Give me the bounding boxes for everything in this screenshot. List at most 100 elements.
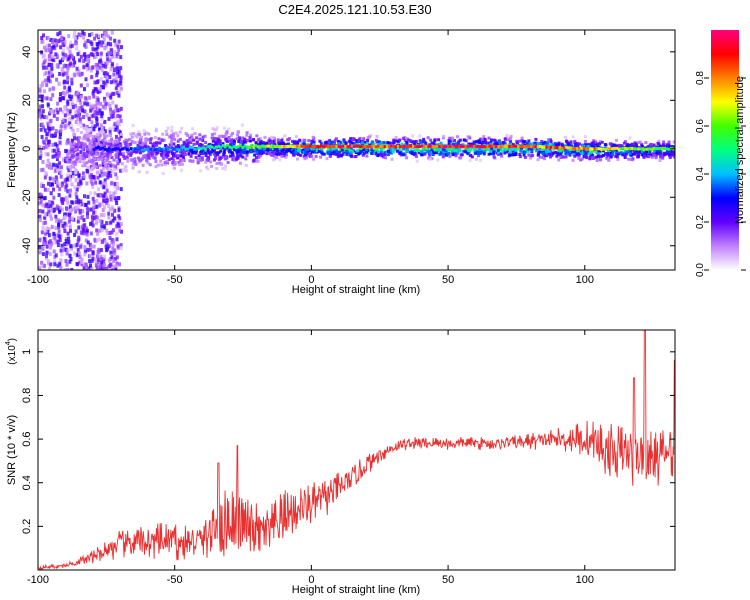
spectrogram-cell xyxy=(479,158,483,162)
spectrogram-cell xyxy=(95,228,99,233)
spectrogram-cell xyxy=(176,134,180,138)
spectrogram-cell xyxy=(657,139,661,143)
spectrogram-cell xyxy=(106,72,110,77)
spectrogram-cell xyxy=(85,102,89,107)
spectrogram-cell xyxy=(275,155,279,159)
spectrogram-cell xyxy=(93,124,97,129)
spectrogram-cell xyxy=(91,65,94,70)
spectrogram-cell xyxy=(54,225,58,230)
spectrogram-cell xyxy=(509,150,513,154)
spectrogram-cell xyxy=(98,108,102,113)
spectrogram-ridge-cell xyxy=(276,145,279,148)
spectrogram-cell xyxy=(147,132,151,136)
snr-background xyxy=(38,330,675,570)
spectrogram-cell xyxy=(69,106,73,111)
spectrogram-cell xyxy=(258,141,262,145)
spectrogram-cell xyxy=(99,55,103,60)
spectrogram-cell xyxy=(115,176,119,180)
spectrogram-cell xyxy=(249,133,253,137)
spectrogram-cell xyxy=(412,141,416,145)
spectrogram-cell xyxy=(109,36,113,41)
spectrogram-cell xyxy=(45,65,49,70)
spectrogram-cell xyxy=(120,45,123,50)
spectrogram-cell xyxy=(92,166,96,170)
spectrogram-cell xyxy=(57,222,61,227)
spectrogram-cell xyxy=(195,136,199,140)
spectrogram-cell xyxy=(667,145,671,148)
spectrogram-cell xyxy=(543,143,547,147)
spectrogram-cell xyxy=(98,65,102,70)
spectrogram-cell xyxy=(287,149,291,153)
spectrogram-cell xyxy=(72,175,75,179)
spectrogram-ridge-cell xyxy=(248,145,251,149)
spectrogram-cell xyxy=(57,225,61,230)
spectrogram-cell xyxy=(177,146,180,150)
spectrogram-cell xyxy=(154,150,158,154)
spectrogram-cell xyxy=(107,116,111,121)
spectrogram-cell xyxy=(105,201,109,205)
spectrogram-cell xyxy=(509,134,513,138)
spectrogram-cell xyxy=(55,64,59,69)
spectrogram-ridge-cell xyxy=(602,147,605,151)
spectrogram-cell xyxy=(199,158,203,162)
spectrogram-cell xyxy=(487,136,491,140)
spectrogram-cell xyxy=(72,34,76,39)
spectrogram-cell xyxy=(117,47,121,52)
spectrogram-cell xyxy=(67,34,71,38)
spectrogram-cell xyxy=(105,43,109,48)
spectrogram-ridge-cell xyxy=(361,144,365,148)
spectrogram-cell xyxy=(84,54,88,59)
spectrogram-cell xyxy=(503,151,507,155)
spectrogram-cell xyxy=(117,196,121,201)
spectrogram-ridge-cell xyxy=(506,144,509,148)
spectrogram-cell xyxy=(483,137,486,141)
spectrogram-ridge-cell xyxy=(401,144,404,148)
spectrogram-cell xyxy=(403,142,407,146)
spectrogram-ridge-cell xyxy=(335,144,338,148)
spectrogram-cell xyxy=(376,153,380,157)
spectrogram-ridge-cell xyxy=(210,145,214,149)
spectrogram-cell xyxy=(468,136,472,140)
spectrogram-cell xyxy=(598,140,602,144)
spectrogram-cell xyxy=(455,151,459,155)
spectrogram-cell xyxy=(568,148,572,152)
spectrogram-cell xyxy=(394,136,398,140)
spectrogram-cell xyxy=(201,148,205,152)
spectrogram-cell xyxy=(98,87,102,92)
spectrogram-ridge-cell xyxy=(497,145,500,149)
spectrogram-ridge-cell xyxy=(525,144,529,148)
spectrogram-cell xyxy=(139,135,143,139)
spectrogram-cell xyxy=(169,134,173,138)
spectrogram-cell xyxy=(45,250,49,255)
colorbar-label: Normalized spectral amplitude xyxy=(734,76,746,224)
spectrogram-cell xyxy=(100,260,104,265)
spectrogram-cell xyxy=(93,237,97,242)
spectrogram-ridge-cell xyxy=(366,145,369,149)
spectrogram-cell xyxy=(67,141,71,145)
spectrogram-cell xyxy=(87,200,91,205)
spectrogram-cell xyxy=(134,163,138,166)
spectrogram-ridge-cell xyxy=(239,143,242,147)
spectrogram-cell xyxy=(118,130,122,135)
spectrogram-ridge-cell xyxy=(545,145,548,149)
spectrogram-cell xyxy=(114,86,118,91)
spectrogram-ridge-cell xyxy=(374,145,378,149)
spectrogram-cell xyxy=(63,221,67,226)
spectrogram-cell xyxy=(100,240,104,245)
spectrogram-cell xyxy=(327,142,331,146)
snr-frame xyxy=(37,329,676,571)
spectrogram-cell xyxy=(86,57,90,62)
spectrogram-ridge-cell xyxy=(438,145,441,148)
spectrogram-ridge-cell xyxy=(475,145,478,149)
spectrogram-cell xyxy=(389,151,393,155)
spectrogram-cell xyxy=(662,153,666,157)
spectrogram-ridge-cell xyxy=(403,144,406,148)
spectrogram-cell xyxy=(70,63,74,68)
spectrogram-cell xyxy=(87,266,90,270)
spectrogram-cell xyxy=(583,139,587,143)
spectrogram-cell xyxy=(75,143,79,147)
spectrogram-ridge-cell xyxy=(331,145,334,148)
spectrogram-cell xyxy=(83,249,87,254)
spectrogram-cell xyxy=(102,133,106,137)
spectrogram-cell xyxy=(559,156,563,159)
